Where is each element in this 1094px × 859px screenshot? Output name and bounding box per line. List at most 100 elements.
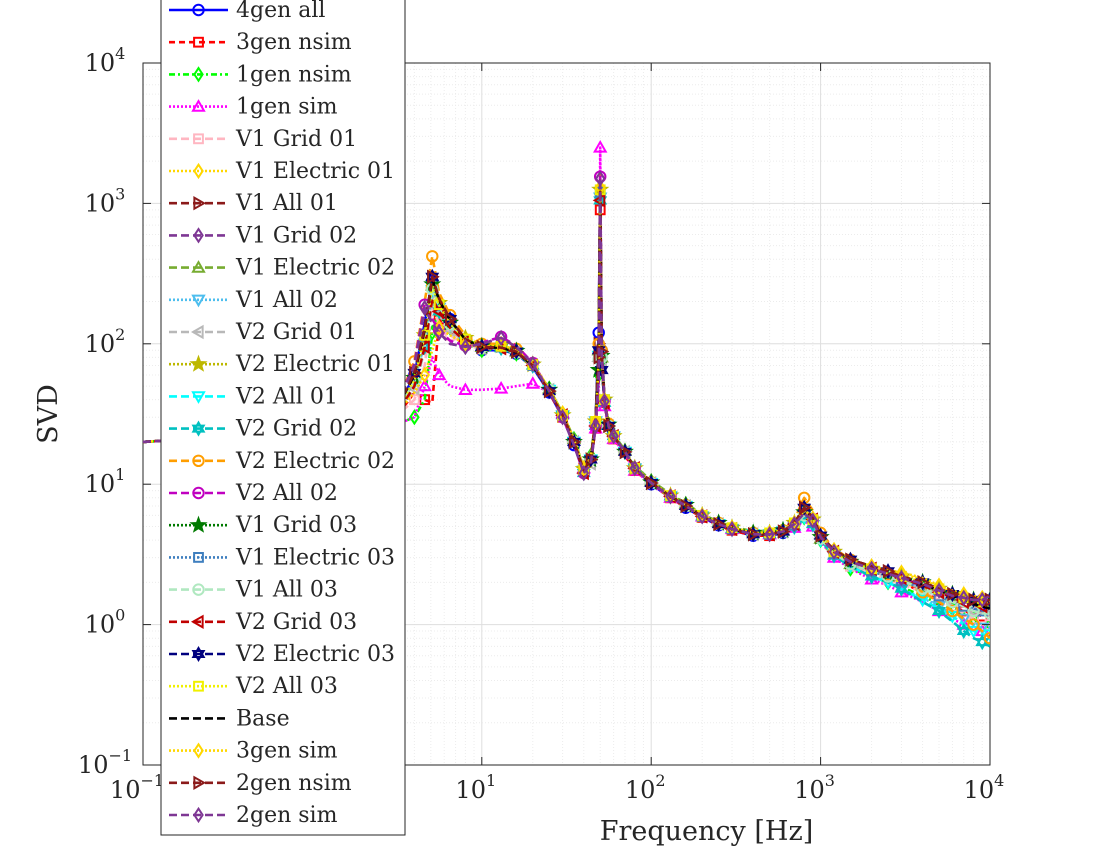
data-point <box>409 365 422 381</box>
legend-label: 2gen sim <box>236 803 338 828</box>
data-point <box>417 378 432 392</box>
data-point <box>828 543 840 560</box>
data-point <box>193 742 204 759</box>
data-point <box>896 569 907 587</box>
data-point <box>190 614 204 630</box>
series-layer <box>143 140 990 651</box>
data-point <box>608 427 619 445</box>
legend-item: V2 All 01 <box>169 384 338 409</box>
legend-label: 2gen nsim <box>236 771 352 796</box>
legend-label: V2 All 01 <box>235 384 338 409</box>
legend-item: 3gen nsim <box>169 30 352 55</box>
data-point <box>968 592 982 608</box>
legend-label: V1 Electric 02 <box>235 256 395 281</box>
data-point <box>956 613 971 627</box>
data-point <box>713 516 727 532</box>
x-axis-label: Frequency [Hz] <box>600 816 813 847</box>
data-point <box>419 299 430 317</box>
x-tick-label: 102 <box>625 771 666 804</box>
data-point <box>409 409 420 426</box>
legend-label: V1 Grid 03 <box>235 513 357 538</box>
legend-item: V2 Electric 01 <box>169 352 395 377</box>
legend-item: V1 Electric 02 <box>169 256 395 281</box>
data-point <box>193 806 204 824</box>
data-point <box>958 585 970 603</box>
data-point <box>592 140 608 153</box>
legend-label: 4gen all <box>236 0 325 23</box>
legend-item: 1gen nsim <box>169 62 352 87</box>
data-point <box>191 260 206 273</box>
data-point <box>191 424 206 437</box>
data-point <box>799 500 812 515</box>
data-point <box>191 391 206 404</box>
data-point <box>866 558 877 575</box>
data-point <box>789 515 800 533</box>
data-point <box>590 413 601 430</box>
data-point <box>433 324 445 341</box>
legend-label: 1gen sim <box>236 95 338 120</box>
data-point-dot <box>197 556 200 559</box>
y-axis-label: SVD <box>33 384 64 444</box>
legend-label: V2 Electric 01 <box>235 352 395 377</box>
data-point <box>193 227 204 244</box>
legend-item: V1 Grid 01 <box>169 127 357 152</box>
data-point <box>933 582 945 599</box>
data-point <box>894 580 909 593</box>
legend-item: V2 All 02 <box>169 481 338 506</box>
data-point <box>426 250 439 263</box>
data-point <box>983 607 990 620</box>
legend-item: Base <box>169 706 290 731</box>
legend-item: V2 Grid 03 <box>169 610 357 635</box>
data-point <box>594 170 606 187</box>
data-point <box>495 336 507 354</box>
data-point <box>193 133 204 145</box>
legend-label: V1 Grid 02 <box>235 223 357 248</box>
legend-label: V2 Grid 01 <box>235 320 357 345</box>
data-point <box>192 583 205 596</box>
data-point <box>444 311 458 327</box>
legend-label: V2 Grid 02 <box>235 417 357 442</box>
data-point <box>984 616 990 633</box>
data-point <box>680 498 694 514</box>
data-point <box>193 66 204 83</box>
legend-item: V2 All 03 <box>169 674 338 699</box>
data-point <box>408 394 420 406</box>
data-point <box>983 631 990 645</box>
data-point <box>976 591 988 609</box>
legend-item: V1 Electric 01 <box>169 159 395 184</box>
legend-label: V2 Electric 02 <box>235 449 395 474</box>
data-point <box>726 520 738 538</box>
data-point <box>764 526 775 543</box>
data-point <box>427 269 440 285</box>
data-point <box>458 382 473 395</box>
data-point <box>431 367 447 381</box>
legend-item: V1 Electric 03 <box>169 545 395 570</box>
data-point <box>590 417 601 435</box>
data-point <box>599 393 610 410</box>
data-point <box>544 383 557 399</box>
data-point <box>525 376 541 389</box>
data-point <box>190 324 204 340</box>
legend-label: 3gen sim <box>236 739 338 764</box>
data-point <box>578 464 590 482</box>
legend-item: 4gen all <box>169 0 325 23</box>
legend-item: V1 Grid 03 <box>169 513 357 538</box>
legend-item: V1 All 02 <box>169 288 338 313</box>
legend-item: V1 Grid 02 <box>169 223 357 248</box>
data-point <box>527 355 539 372</box>
legend-item: 1gen sim <box>169 95 338 120</box>
data-point <box>193 195 207 211</box>
legend: 4gen all 3gen nsim 1gen nsim 1gen sim V1 Gri… <box>160 0 406 836</box>
data-point <box>191 420 206 433</box>
data-point <box>191 645 206 659</box>
data-point <box>946 604 959 618</box>
data-point <box>193 552 204 563</box>
legend-item: 3gen sim <box>169 739 338 764</box>
legend-label: Base <box>236 706 290 731</box>
legend-label: 3gen nsim <box>236 30 352 55</box>
data-point <box>417 339 430 355</box>
data-point <box>493 381 509 394</box>
legend-item: V1 All 01 <box>169 191 338 216</box>
data-point <box>192 486 205 500</box>
data-point <box>629 460 641 477</box>
